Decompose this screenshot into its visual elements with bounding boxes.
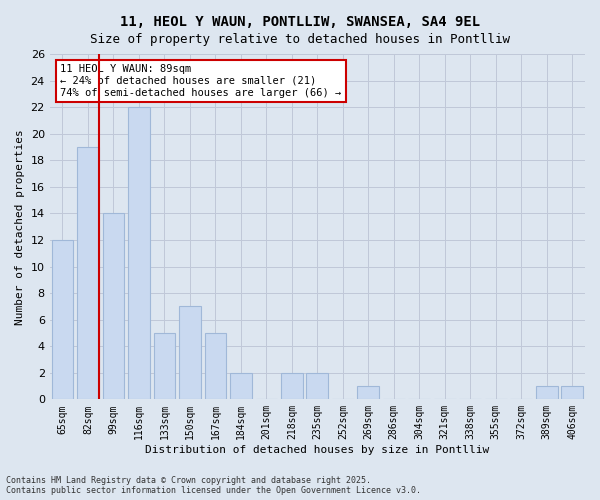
Bar (230, 373, 251, 400)
Bar (52, 240, 73, 400)
Y-axis label: Number of detached properties: Number of detached properties (15, 129, 25, 324)
Text: Contains HM Land Registry data © Crown copyright and database right 2025.
Contai: Contains HM Land Registry data © Crown c… (6, 476, 421, 495)
Bar (307, 373, 328, 400)
Bar (205, 333, 226, 400)
Text: Size of property relative to detached houses in Pontlliw: Size of property relative to detached ho… (90, 32, 510, 46)
Bar (77, 147, 99, 400)
Bar (562, 386, 583, 400)
Bar (103, 214, 124, 400)
Bar (536, 386, 557, 400)
Text: 11, HEOL Y WAUN, PONTLLIW, SWANSEA, SA4 9EL: 11, HEOL Y WAUN, PONTLLIW, SWANSEA, SA4 … (120, 15, 480, 29)
Bar (179, 306, 201, 400)
Text: 11 HEOL Y WAUN: 89sqm
← 24% of detached houses are smaller (21)
74% of semi-deta: 11 HEOL Y WAUN: 89sqm ← 24% of detached … (61, 64, 341, 98)
Bar (128, 107, 150, 400)
Bar (154, 333, 175, 400)
Bar (281, 373, 302, 400)
X-axis label: Distribution of detached houses by size in Pontlliw: Distribution of detached houses by size … (145, 445, 490, 455)
Bar (358, 386, 379, 400)
